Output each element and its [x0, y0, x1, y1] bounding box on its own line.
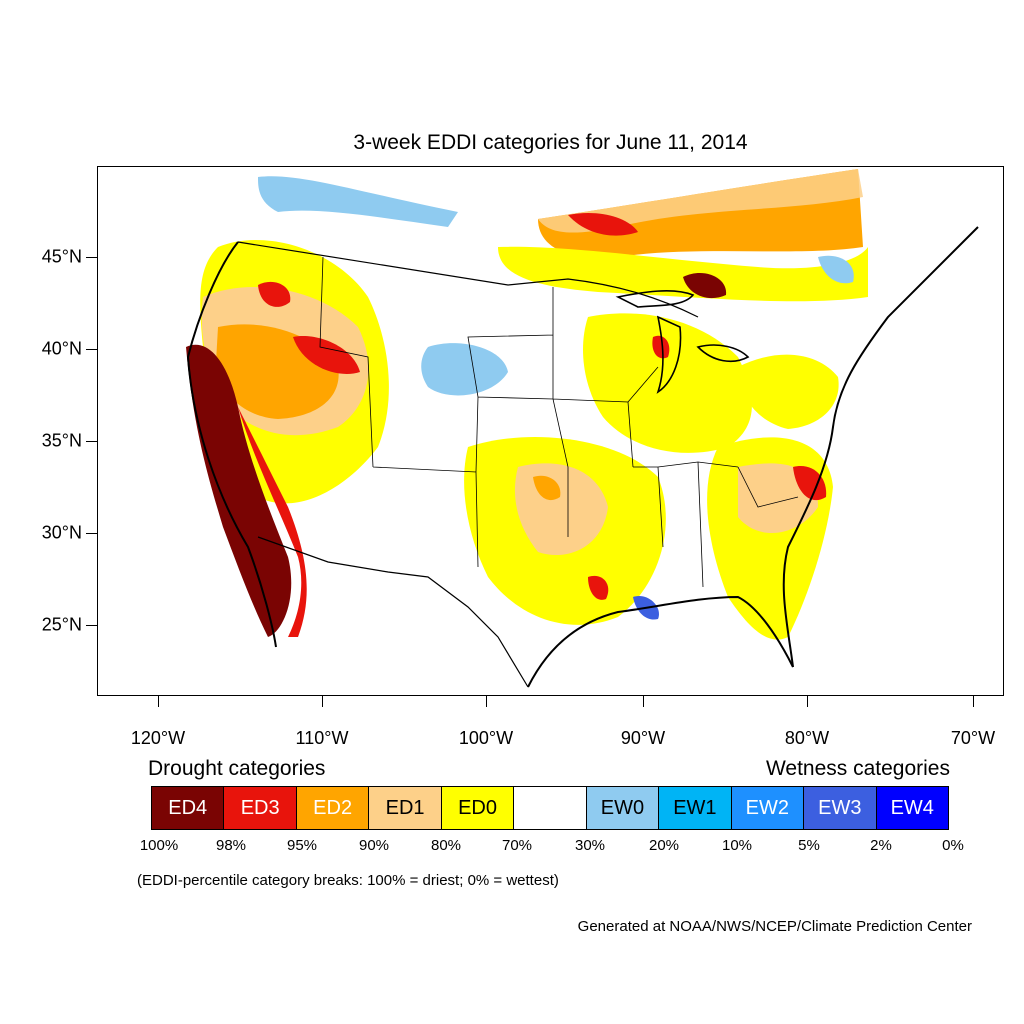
map-title: 3-week EDDI categories for June 11, 2014 [353, 131, 748, 154]
legend-cell-ew1: EW1 [659, 787, 732, 829]
break-label: 90% [358, 837, 390, 854]
canada-region-yellow [498, 246, 868, 302]
break-label: 100% [139, 837, 179, 854]
lat-tick [86, 349, 97, 350]
us-mexico-border [257, 536, 529, 688]
california-ed4 [186, 344, 292, 637]
lat-tick [86, 625, 97, 626]
canada-region-light [538, 169, 863, 233]
legend-cell-ew4: EW4 [876, 787, 948, 829]
plains-wet [421, 343, 508, 396]
louisiana-ed3 [588, 575, 609, 600]
lat-label: 25°N [41, 614, 82, 635]
canada-wet-patch [258, 176, 458, 227]
east-coast [782, 226, 979, 668]
break-label: 70% [501, 837, 533, 854]
lon-tick [807, 696, 808, 707]
map-frame [97, 166, 1004, 696]
break-label: 2% [870, 837, 892, 854]
lon-label: 70°W [950, 728, 996, 748]
legend-cell-ed3: ED3 [224, 787, 297, 829]
carolina-ed3 [793, 466, 827, 501]
break-label: 80% [430, 837, 462, 854]
drought-heading: Drought categories [148, 757, 326, 780]
break-label: 0% [942, 837, 964, 854]
great-lakes [615, 290, 750, 394]
eddi-map [186, 169, 979, 688]
legend-cell-neutral [514, 787, 587, 829]
ontario-hotspot [683, 273, 727, 299]
lon-tick [486, 696, 487, 707]
break-label: 98% [215, 837, 247, 854]
lon-tick [973, 696, 974, 707]
california-ed3-edge [238, 407, 307, 637]
lon-tick [158, 696, 159, 707]
lat-label: 45°N [41, 246, 82, 267]
lat-label: 40°N [41, 338, 82, 359]
credit-line: Generated at NOAA/NWS/NCEP/Climate Predi… [577, 918, 972, 935]
lon-tick [322, 696, 323, 707]
east-wet-patch [818, 255, 854, 284]
break-label: 10% [721, 837, 753, 854]
legend-cell-ew0: EW0 [586, 787, 660, 829]
legend-cell-ed1: ED1 [369, 787, 442, 829]
idaho-ed3 [293, 336, 360, 374]
lat-label: 30°N [41, 522, 82, 543]
legend-cell-ed4: ED4 [152, 787, 225, 829]
legend-bar: ED4 ED3 ED2 ED1 ED0 EW0 EW1 EW2 EW3 EW4 [151, 786, 949, 830]
lon-label: 110°W [295, 728, 349, 748]
lon-label: 120°W [130, 728, 186, 748]
state-lines [319, 256, 799, 588]
lat-tick [86, 533, 97, 534]
lat-tick [86, 257, 97, 258]
gulf-coast [527, 595, 794, 688]
legend-cell-ew2: EW2 [731, 787, 805, 829]
canada-us-border [237, 241, 699, 318]
west-coast [186, 241, 277, 648]
legend-cell-ew3: EW3 [804, 787, 877, 829]
michigan-ed3 [652, 335, 670, 359]
oklahoma-ed2 [533, 475, 561, 501]
lon-label: 100°W [458, 728, 514, 748]
wetness-heading: Wetness categories [765, 757, 950, 780]
break-label: 30% [574, 837, 606, 854]
northeast-yellow [738, 354, 839, 429]
breaks-note: (EDDI-percentile category breaks: 100% =… [137, 872, 559, 889]
lat-tick [86, 441, 97, 442]
lon-label: 80°W [784, 728, 830, 748]
lon-tick [643, 696, 644, 707]
break-label: 95% [286, 837, 318, 854]
legend-cell-ed2: ED2 [296, 787, 370, 829]
lat-label: 35°N [41, 430, 82, 451]
legend-cell-ed0: ED0 [441, 787, 515, 829]
break-label: 20% [648, 837, 680, 854]
canada-hotspot-red [568, 212, 638, 236]
lon-label: 90°W [620, 728, 666, 748]
oregon-ed3 [258, 281, 291, 307]
break-label: 5% [798, 837, 820, 854]
